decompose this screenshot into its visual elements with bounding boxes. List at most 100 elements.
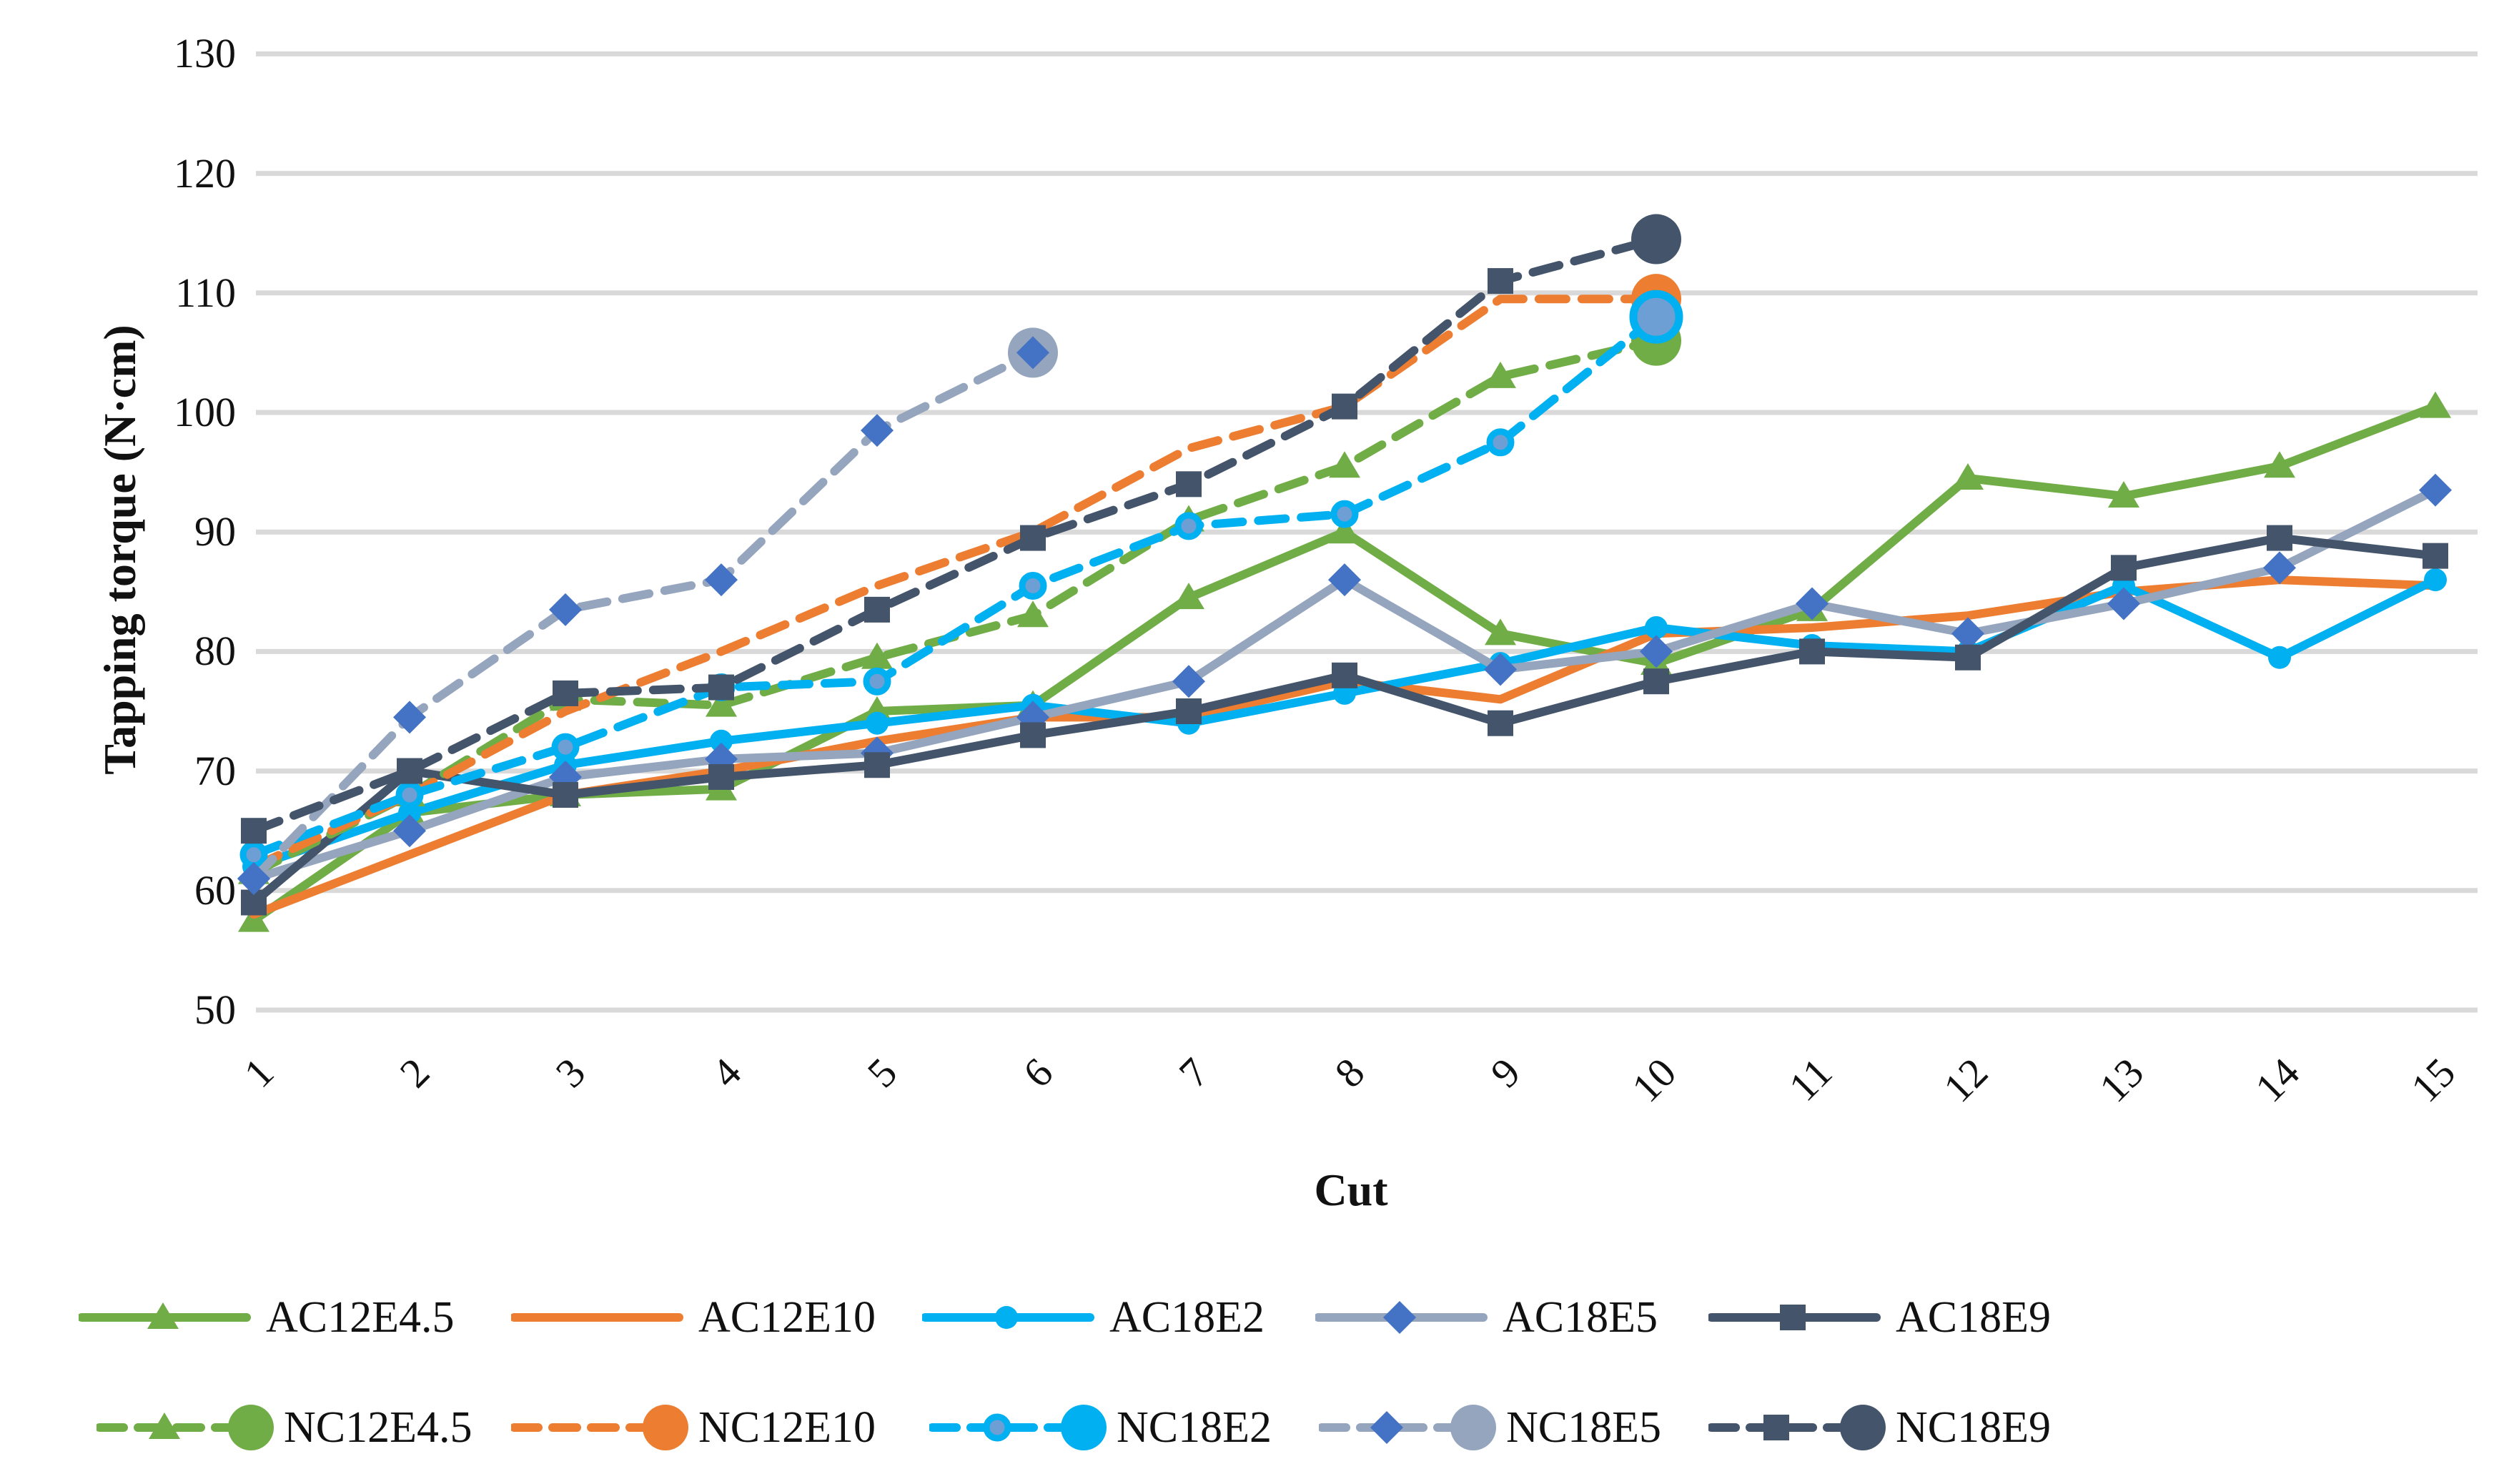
series-line-NC18E2 bbox=[249, 312, 1661, 859]
square-marker bbox=[864, 596, 890, 623]
diamond-marker bbox=[1796, 587, 1829, 620]
y-tick-label-120: 120 bbox=[174, 149, 236, 197]
circle-marker bbox=[866, 711, 889, 735]
square-marker bbox=[2267, 525, 2292, 551]
triangle-marker bbox=[2420, 391, 2451, 418]
series-NC18E2 bbox=[239, 290, 1683, 869]
y-tick-label-100: 100 bbox=[174, 389, 236, 435]
legend-item-NC12E4.5: NC12E4.5 bbox=[97, 1395, 472, 1460]
x-axis-title: Cut bbox=[1314, 1164, 1388, 1215]
square-marker bbox=[708, 674, 734, 701]
diamond-marker bbox=[1016, 336, 1049, 370]
legend-label-NC12E4.5: NC12E4.5 bbox=[284, 1403, 472, 1452]
series-line-AC12E10 bbox=[249, 575, 2440, 919]
triangle-marker bbox=[1017, 600, 1049, 628]
triangle-marker bbox=[2264, 451, 2295, 478]
y-tick-label-130: 130 bbox=[174, 30, 236, 77]
diamond-marker bbox=[237, 862, 270, 896]
ring-circle-marker bbox=[551, 733, 580, 761]
ring-circle-marker bbox=[1174, 512, 1203, 540]
diamond-marker bbox=[393, 814, 426, 848]
diamond-marker bbox=[1383, 1301, 1416, 1334]
series-NC18E9 bbox=[241, 214, 1681, 844]
series-line-NC18E5 bbox=[249, 348, 1037, 884]
triangle-marker bbox=[1952, 462, 1984, 490]
legend-marker-sample-NC18E5 bbox=[1319, 1405, 1496, 1450]
y-tick-label-110: 110 bbox=[175, 269, 236, 316]
legend-item-AC12E4.5: AC12E4.5 bbox=[79, 1285, 455, 1350]
y-tick-label-60: 60 bbox=[194, 866, 236, 914]
triangle-marker bbox=[1485, 618, 1516, 645]
square-marker bbox=[1332, 393, 1357, 420]
legend-label-AC18E9: AC18E9 bbox=[1896, 1293, 2051, 1342]
legend-marker-sample-NC18E9 bbox=[1708, 1405, 1886, 1450]
circle-marker bbox=[2424, 568, 2447, 592]
square-marker bbox=[397, 758, 422, 784]
legend-marker-sample-NC12E4.5 bbox=[97, 1405, 274, 1450]
legend-label-NC18E2: NC18E2 bbox=[1117, 1403, 1272, 1452]
diamond-marker bbox=[1484, 653, 1517, 686]
legend-item-AC12E10: AC12E10 bbox=[511, 1285, 876, 1350]
legend-label-NC18E5: NC18E5 bbox=[1506, 1403, 1661, 1452]
legend-item-AC18E9: AC18E9 bbox=[1708, 1285, 2051, 1350]
series-end-big-circle-NC18E9 bbox=[1631, 214, 1681, 264]
square-marker bbox=[2423, 543, 2448, 569]
triangle-marker bbox=[147, 1302, 179, 1329]
ring-circle-marker bbox=[1019, 571, 1047, 600]
square-marker bbox=[1020, 722, 1046, 748]
square-marker bbox=[708, 763, 734, 790]
legend-item-NC18E9: NC18E9 bbox=[1708, 1395, 2051, 1460]
circle-marker bbox=[1645, 615, 1668, 639]
legend-marker-sample-NC12E10 bbox=[511, 1405, 688, 1450]
square-marker bbox=[2111, 555, 2137, 581]
diamond-marker bbox=[393, 701, 426, 734]
ring-circle-marker bbox=[1486, 428, 1515, 457]
legend-marker-sample-AC18E9 bbox=[1708, 1305, 1881, 1330]
square-marker bbox=[1763, 1415, 1789, 1440]
diamond-marker bbox=[549, 593, 582, 626]
square-marker bbox=[1020, 525, 1046, 551]
legend-item-NC12E10: NC12E10 bbox=[511, 1395, 876, 1460]
legend-end-circle bbox=[1061, 1405, 1107, 1450]
diamond-marker bbox=[1328, 563, 1361, 597]
square-marker bbox=[1799, 638, 1825, 665]
triangle-marker bbox=[149, 1413, 180, 1439]
square-marker bbox=[1176, 698, 1202, 724]
diamond-marker bbox=[2419, 473, 2452, 507]
triangle-marker bbox=[1173, 583, 1204, 610]
diamond-marker bbox=[2107, 587, 2140, 620]
ring-circle-marker bbox=[863, 667, 891, 696]
diamond-marker bbox=[1951, 617, 1984, 651]
gridlines bbox=[256, 51, 2478, 1013]
legend-marker-sample-NC18E2 bbox=[929, 1405, 1107, 1450]
legend-marker-sample-AC12E4.5 bbox=[79, 1302, 251, 1329]
legend-label-AC18E5: AC18E5 bbox=[1503, 1293, 1658, 1342]
square-marker bbox=[553, 680, 578, 706]
square-marker bbox=[1780, 1305, 1806, 1330]
square-marker bbox=[1176, 471, 1202, 498]
square-marker bbox=[864, 752, 890, 778]
square-marker bbox=[553, 782, 578, 808]
y-tick-label-90: 90 bbox=[194, 508, 236, 555]
square-marker bbox=[1488, 268, 1513, 295]
legend-item-NC18E5: NC18E5 bbox=[1319, 1395, 1661, 1460]
square-marker bbox=[1643, 668, 1669, 695]
legend-end-circle bbox=[1450, 1405, 1496, 1450]
circle-marker bbox=[995, 1306, 1018, 1329]
legend-marker-sample-AC18E5 bbox=[1315, 1301, 1488, 1334]
diamond-marker bbox=[1370, 1411, 1403, 1444]
series-line-NC18E9 bbox=[249, 234, 1661, 836]
legend-label-NC12E10: NC12E10 bbox=[698, 1403, 876, 1452]
legend-item-AC18E2: AC18E2 bbox=[922, 1285, 1265, 1350]
legend-item-NC18E2: NC18E2 bbox=[929, 1395, 1272, 1460]
square-marker bbox=[1488, 710, 1513, 736]
legend-marker-sample-AC18E2 bbox=[922, 1306, 1094, 1329]
y-tick-label-70: 70 bbox=[194, 747, 236, 794]
triangle-marker bbox=[1485, 361, 1516, 388]
square-marker bbox=[241, 818, 267, 844]
series-AC12E10 bbox=[249, 575, 2440, 919]
diamond-marker bbox=[1172, 665, 1205, 698]
circle-marker bbox=[710, 729, 733, 753]
diamond-marker bbox=[861, 414, 894, 447]
